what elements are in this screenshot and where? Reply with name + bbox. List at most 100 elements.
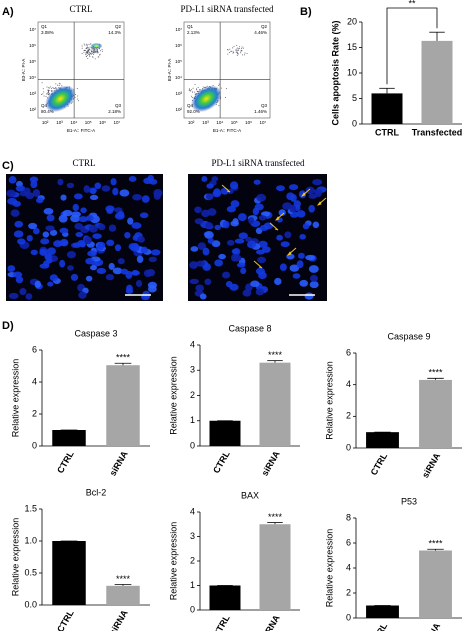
- y-tick-label: 2: [32, 408, 37, 418]
- event-dot: [81, 52, 83, 54]
- nucleus: [46, 214, 55, 222]
- event-dot: [83, 51, 85, 53]
- event-dot: [85, 53, 87, 55]
- event-dot: [218, 83, 220, 85]
- event-dot: [236, 50, 238, 52]
- event-dot: [59, 83, 61, 85]
- nucleus: [25, 293, 33, 300]
- nucleus: [124, 231, 131, 239]
- event-dot: [87, 58, 89, 60]
- nucleus: [236, 262, 246, 268]
- nucleus: [140, 246, 149, 254]
- event-dot: [86, 47, 88, 49]
- event-dot: [233, 46, 235, 48]
- nucleus: [257, 256, 267, 264]
- event-dot: [88, 48, 90, 50]
- event-dot: [92, 52, 94, 54]
- event-dot: [192, 87, 194, 89]
- nucleus: [135, 280, 143, 287]
- x-tick-label: 10⁶: [245, 120, 252, 125]
- nucleus: [25, 192, 35, 200]
- nucleus: [211, 176, 219, 182]
- event-dot: [240, 50, 242, 52]
- nucleus: [29, 176, 39, 183]
- nucleus: [112, 187, 119, 196]
- nucleus: [312, 221, 320, 229]
- nucleus: [17, 238, 26, 245]
- event-dot: [243, 54, 245, 56]
- nucleus: [189, 261, 199, 269]
- nucleus: [117, 258, 125, 265]
- nucleus: [299, 234, 306, 240]
- nucleus: [207, 237, 214, 244]
- event-dot: [43, 95, 45, 97]
- event-dot: [202, 86, 204, 88]
- event-dot: [220, 87, 222, 89]
- nucleus: [221, 271, 231, 279]
- event-dot: [88, 50, 90, 52]
- nucleus: [75, 232, 84, 238]
- chart-title: Caspase 3: [74, 328, 117, 338]
- x-tick-label: CTRL: [375, 127, 399, 137]
- nucleus: [14, 220, 24, 228]
- event-dot: [87, 51, 89, 53]
- nucleus: [62, 209, 73, 217]
- event-dot: [235, 49, 237, 51]
- nucleus: [72, 242, 82, 248]
- nucleus: [84, 236, 92, 245]
- event-dot: [232, 47, 234, 49]
- y-axis-label: Relative expression: [168, 356, 178, 435]
- event-dot: [77, 95, 79, 97]
- nucleus: [240, 267, 247, 275]
- nucleus: [136, 255, 144, 263]
- event-dot: [241, 49, 243, 51]
- nucleus: [276, 185, 285, 192]
- quadrant-value: 14.3%: [108, 30, 121, 35]
- arrow-head: [226, 190, 231, 193]
- nucleus: [45, 225, 55, 232]
- x-tick-label: Transfected: [412, 127, 463, 137]
- nucleus: [108, 224, 117, 232]
- bar: [209, 585, 241, 610]
- nucleus: [205, 193, 214, 201]
- nucleus: [30, 180, 38, 189]
- quadrant-value: 4.46%: [254, 30, 267, 35]
- nucleus: [94, 182, 102, 190]
- nucleus: [87, 250, 97, 257]
- nucleus: [218, 253, 226, 260]
- arrow: [269, 222, 279, 231]
- arrow-head: [274, 228, 279, 231]
- nucleus: [13, 271, 23, 278]
- quadrant-value: 2.13%: [187, 30, 200, 35]
- event-dot: [240, 52, 242, 54]
- nucleus: [274, 277, 282, 286]
- y-tick-label: 5: [352, 93, 357, 103]
- significance: ****: [428, 368, 443, 378]
- nucleus: [28, 222, 38, 230]
- nucleus: [40, 238, 50, 245]
- quadrant-name: Q2: [115, 24, 122, 29]
- event-dot: [96, 50, 98, 52]
- event-dot: [237, 53, 239, 55]
- nucleus: [120, 268, 129, 275]
- nucleus: [299, 279, 309, 287]
- y-tick-label: 10³: [29, 91, 36, 96]
- y-axis-label: Relative expression: [324, 361, 334, 440]
- event-dot: [236, 52, 238, 54]
- nucleus: [189, 278, 199, 285]
- quadrant-name: Q2: [261, 24, 268, 29]
- nucleus: [106, 208, 114, 214]
- nucleus: [229, 181, 239, 190]
- density: [45, 85, 76, 113]
- event-dot: [92, 51, 94, 53]
- nucleus: [15, 185, 26, 192]
- nucleus: [234, 238, 245, 244]
- nucleus: [73, 193, 83, 200]
- nucleus: [296, 260, 304, 269]
- nucleus: [70, 273, 79, 281]
- nucleus: [279, 263, 287, 271]
- nucleus: [85, 275, 93, 282]
- event-dot: [241, 46, 243, 48]
- event-dot: [96, 52, 98, 54]
- event-dot: [94, 51, 96, 53]
